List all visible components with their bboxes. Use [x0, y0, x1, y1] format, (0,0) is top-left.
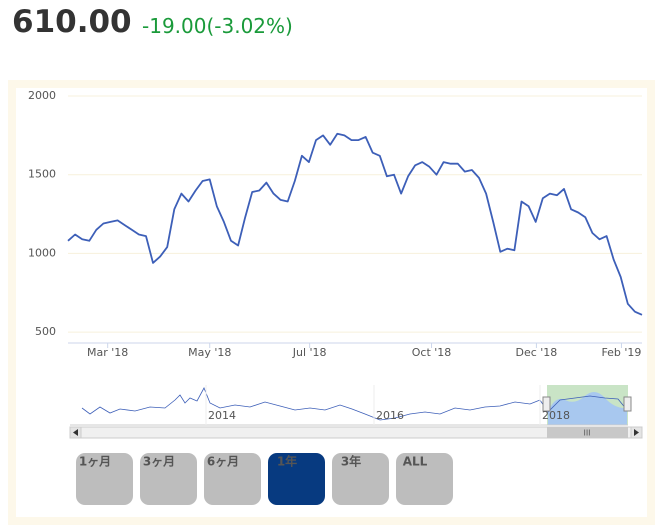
x-tick-label: May '18 [188, 346, 231, 359]
panel [16, 88, 647, 517]
x-tick-label: Dec '18 [516, 346, 558, 359]
range-button[interactable]: 1年 [268, 453, 325, 505]
range-button[interactable]: ALL [396, 453, 453, 505]
button-label: 1年 [277, 454, 297, 469]
navigator: III [69, 385, 643, 439]
arrow [73, 429, 78, 436]
scrollbar-grip: III [583, 429, 590, 438]
scroll-left[interactable] [69, 426, 82, 439]
navigator-label: 2014 [208, 409, 236, 422]
button-bg [332, 453, 389, 505]
navigator-handle[interactable] [542, 396, 551, 412]
y-tick-label: 1500 [28, 168, 56, 181]
range-button[interactable]: 3年 [332, 453, 389, 505]
y-tick-label: 1000 [28, 246, 56, 259]
button-bg [204, 453, 261, 505]
range-button[interactable]: 1ヶ月 [76, 453, 133, 505]
button-label: 6ヶ月 [207, 455, 239, 469]
range-button[interactable]: 3ヶ月 [140, 453, 197, 505]
x-tick-label: Oct '18 [412, 346, 452, 359]
button-label: 1ヶ月 [79, 455, 111, 469]
button-label: 3ヶ月 [143, 455, 175, 469]
x-tick-label: Jul '18 [292, 346, 327, 359]
button-bg [76, 453, 133, 505]
navigator-selection [547, 385, 628, 425]
price-change: -19.00(-3.02%) [142, 14, 293, 38]
navigator-label: 2016 [376, 409, 404, 422]
navigator-line [81, 387, 628, 421]
panel-border [8, 80, 655, 525]
y-tick-label: 2000 [28, 89, 56, 102]
scrollbar[interactable] [69, 426, 643, 439]
price: 610.00 [12, 4, 132, 40]
navigator-area [548, 391, 627, 425]
range-button[interactable]: 6ヶ月 [204, 453, 261, 505]
x-tick-label: Mar '18 [87, 346, 128, 359]
line [67, 132, 643, 316]
y-tick-label: 500 [35, 325, 56, 338]
button-label: 3年 [341, 454, 361, 469]
x-tick-label: Feb '19 [601, 346, 641, 359]
button-bg [396, 453, 453, 505]
scrollbar-thumb[interactable] [547, 427, 628, 438]
arrow [634, 429, 639, 436]
button-bg [268, 453, 325, 505]
navigator-label: 2018 [542, 409, 570, 422]
scroll-right[interactable] [630, 426, 643, 439]
button-bg [140, 453, 197, 505]
button-label: ALL [403, 455, 428, 469]
navigator-handle[interactable] [623, 396, 632, 412]
